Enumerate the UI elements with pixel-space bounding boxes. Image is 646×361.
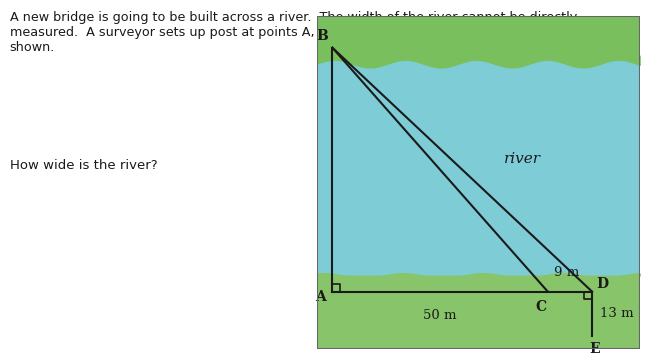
Text: C: C [535, 300, 546, 314]
Text: 50 m: 50 m [423, 309, 457, 322]
Text: E: E [589, 342, 599, 356]
Text: 9 m: 9 m [554, 266, 579, 279]
Text: A: A [315, 290, 326, 304]
Text: A new bridge is going to be built across a river.  The width of the river cannot: A new bridge is going to be built across… [10, 11, 581, 54]
Bar [317, 16, 640, 64]
Text: D: D [597, 277, 609, 291]
Text: B: B [317, 29, 328, 43]
Text: How wide is the river?: How wide is the river? [10, 159, 158, 172]
Bar [317, 276, 640, 349]
Text: 13 m: 13 m [600, 307, 634, 320]
Bar [317, 57, 640, 276]
Text: river: river [504, 152, 541, 166]
